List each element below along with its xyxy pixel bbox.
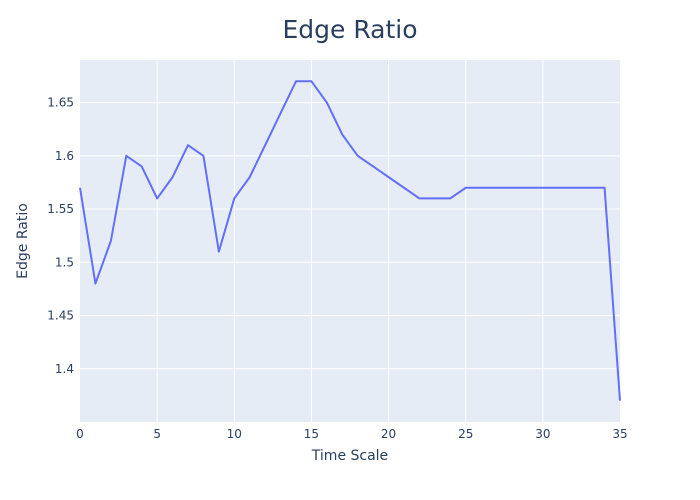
y-tick-label: 1.5: [55, 255, 74, 269]
x-tick-label: 0: [76, 427, 84, 441]
series-layer: [79, 80, 621, 401]
y-tick-label: 1.55: [47, 202, 74, 216]
y-tick-labels: 1.4 1.45 1.5 1.55 1.6 1.65: [47, 96, 74, 376]
x-tick-label: 5: [153, 427, 161, 441]
x-tick-labels: 0 5 10 15 20 25 30 35: [76, 427, 627, 441]
x-axis-label: Time Scale: [311, 448, 388, 464]
plot-background: [80, 60, 620, 422]
x-tick-label: 20: [381, 427, 396, 441]
y-tick-label: 1.6: [55, 149, 74, 163]
y-tick-label: 1.65: [47, 96, 74, 110]
y-tick-label: 1.4: [55, 362, 74, 376]
gridlines: [80, 60, 620, 422]
series-line: [79, 80, 621, 401]
x-tick-label: 15: [304, 427, 319, 441]
x-tick-label: 10: [227, 427, 242, 441]
chart-title: Edge Ratio: [282, 15, 417, 44]
y-axis-label: Edge Ratio: [15, 203, 31, 279]
y-tick-label: 1.45: [47, 309, 74, 323]
x-tick-label: 30: [535, 427, 550, 441]
x-tick-label: 25: [458, 427, 473, 441]
x-tick-label: 35: [612, 427, 627, 441]
